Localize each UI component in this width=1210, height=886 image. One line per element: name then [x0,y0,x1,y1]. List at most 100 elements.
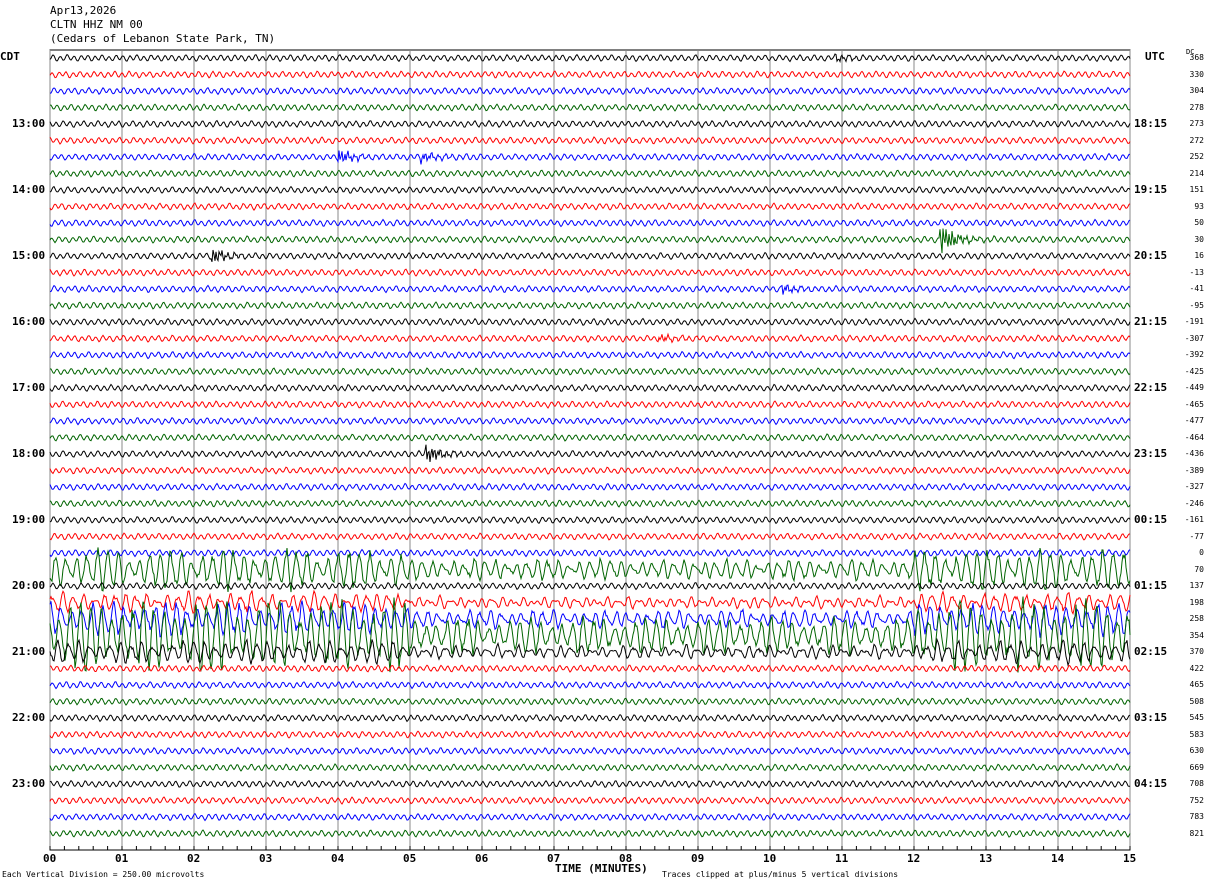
seismic-trace-row-22 [49,416,1131,426]
dc-offset-label: 630 [1189,746,1204,755]
seismic-trace-row-32 [49,581,1131,591]
seismic-trace-row-33 [49,589,1131,615]
seismic-trace-row-7 [49,169,1131,178]
seismic-trace-row-18 [49,350,1131,360]
dc-offset-label: 214 [1189,168,1204,178]
x-tick-label: 10 [763,852,777,865]
left-hour-label: 17:00 [12,381,46,394]
seismic-trace-row-28 [49,515,1131,525]
seismic-trace-row-30 [49,548,1131,558]
dc-offset-label: 70 [1194,564,1204,574]
dc-offset-label: -464 [1184,432,1204,442]
seismic-trace-row-2 [49,86,1131,96]
seismic-trace-row-1 [49,70,1131,79]
dc-offset-label: 669 [1189,762,1204,772]
seismic-trace-row-37 [49,664,1131,673]
station-label: CLTN HHZ NM 00 [50,18,143,31]
dc-offset-label: 258 [1189,614,1204,623]
left-hour-label: 14:00 [12,183,46,196]
dc-offset-label: 16 [1194,251,1204,260]
dc-offset-label: 545 [1189,713,1204,722]
right-hour-label: 20:15 [1134,249,1168,262]
dc-offset-label: 137 [1189,581,1204,590]
seismic-trace-row-46 [49,812,1131,822]
seismic-trace-row-39 [49,697,1131,706]
dc-label: DC [1186,48,1195,56]
seismic-trace-row-45 [49,796,1131,805]
right-hour-label: 22:15 [1134,381,1168,394]
seismic-trace-row-38 [49,680,1131,690]
right-hour-label: 00:15 [1134,513,1168,526]
dc-offset-label: -191 [1184,317,1204,326]
left-hour-label: 20:00 [12,579,46,592]
seismic-trace-row-26 [49,482,1131,492]
right-timezone: UTC [1145,50,1165,63]
x-tick-label: 02 [187,852,201,865]
x-tick-label: 00 [43,852,57,865]
seismic-trace-row-34 [49,600,1131,638]
seismic-trace-row-14 [49,284,1131,295]
seismic-trace-row-11 [49,228,1131,254]
seismic-trace-row-35 [49,596,1131,673]
seismic-trace-row-31 [49,547,1131,593]
dc-offset-label: -477 [1184,416,1204,425]
dc-offset-label: 583 [1189,729,1204,739]
seismic-trace-row-44 [49,779,1131,789]
seismic-trace-row-8 [49,185,1131,195]
seismic-trace-row-5 [49,136,1131,145]
dc-offset-label: 151 [1189,185,1204,194]
seismic-trace-row-10 [49,218,1131,228]
dc-offset-label: 50 [1194,218,1204,227]
dc-offset-label: -392 [1184,350,1204,359]
x-tick-label: 09 [691,852,705,865]
right-hour-label: 02:15 [1134,645,1168,658]
seismic-trace-row-4 [49,119,1131,129]
dc-offset-label: 93 [1194,201,1204,211]
location-label: (Cedars of Lebanon State Park, TN) [50,32,276,45]
x-tick-label: 06 [475,852,489,865]
seismic-trace-row-23 [49,433,1131,442]
dc-offset-label: 783 [1189,812,1204,821]
dc-offset-label: 354 [1189,630,1204,640]
dc-offset-label: 368 [1189,53,1204,62]
seismic-trace-row-20 [49,383,1131,393]
x-tick-label: 14 [1051,852,1065,865]
dc-offset-label: 465 [1189,680,1204,689]
dc-offset-label: 304 [1189,86,1204,95]
seismic-trace-row-0 [49,53,1131,64]
plot-frame [49,49,1131,851]
dc-offset-label: 272 [1189,135,1204,145]
dc-offset-label: 198 [1189,597,1204,607]
dc-offset-label: 252 [1189,152,1204,161]
right-hour-label: 04:15 [1134,777,1168,790]
seismic-trace-row-19 [49,367,1131,376]
dc-offset-label: -307 [1184,333,1204,343]
x-axis-label: TIME (MINUTES) [555,862,648,875]
dc-offset-label: 30 [1194,234,1204,244]
left-hour-label: 23:00 [12,777,46,790]
dc-offset-label: 821 [1189,828,1204,838]
seismic-trace-row-40 [49,713,1131,723]
left-hour-label: 22:00 [12,711,46,724]
seismic-trace-row-24 [49,444,1131,462]
seismic-trace-row-15 [49,301,1131,310]
seismic-trace-row-36 [49,637,1131,667]
left-hour-label: 13:00 [12,117,46,130]
seismic-trace-row-12 [49,249,1131,263]
dc-offset-label: 708 [1189,779,1204,788]
dc-offset-label: 330 [1189,69,1204,79]
right-hour-label: 03:15 [1134,711,1168,724]
right-hour-label: 18:15 [1134,117,1168,130]
date-label: Apr13,2026 [50,4,117,17]
x-tick-label: 01 [115,852,129,865]
dc-offset-label: 370 [1189,647,1204,656]
dc-offset-label: -13 [1189,267,1204,277]
right-hour-label: 21:15 [1134,315,1168,328]
dc-offset-label: 0 [1199,548,1204,557]
clip-note: Traces clipped at plus/minus 5 vertical … [662,870,899,879]
dc-offset-label: 422 [1189,663,1204,673]
x-tick-label: 15 [1123,852,1137,865]
seismic-trace-row-21 [49,400,1131,409]
